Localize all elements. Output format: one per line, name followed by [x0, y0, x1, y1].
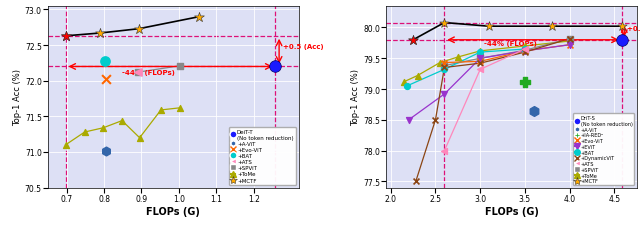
Point: [520, 50, 530, 53]
Point: [520, 50, 530, 53]
Y-axis label: Top-1 Acc (%): Top-1 Acc (%): [351, 69, 360, 126]
Point: [403, 118, 413, 122]
Point: [439, 68, 449, 72]
Point: [79, 131, 90, 134]
Text: -44% (FLOPs): -44% (FLOPs): [122, 69, 175, 75]
Point: [412, 74, 422, 78]
Point: [564, 38, 575, 41]
Point: [439, 65, 449, 68]
Point: [132, 71, 143, 75]
Point: [484, 25, 494, 29]
Point: [520, 45, 530, 49]
Point: [616, 25, 627, 29]
Point: [270, 65, 280, 69]
Text: -44% (FLOPs): -44% (FLOPs): [484, 41, 537, 47]
Point: [430, 118, 440, 122]
Point: [439, 22, 449, 25]
Point: [117, 119, 127, 123]
Point: [402, 85, 412, 88]
Point: [439, 66, 449, 70]
Point: [101, 149, 111, 153]
Legend: DriT-S
(No token reduction), +A-ViT, +IA-RED², +Evo-ViT, +EViT, +BAT, +DynamicVi: DriT-S (No token reduction), +A-ViT, +IA…: [573, 114, 634, 185]
Text: +0.3 (Acc): +0.3 (Acc): [627, 26, 640, 32]
Point: [195, 16, 205, 19]
Point: [435, 61, 445, 65]
Point: [60, 35, 70, 38]
Point: [475, 50, 485, 53]
Point: [175, 106, 185, 110]
Point: [98, 126, 108, 130]
Point: [411, 180, 421, 183]
Point: [95, 32, 106, 36]
Point: [475, 57, 485, 61]
Point: [475, 62, 485, 66]
Point: [134, 28, 144, 31]
Point: [616, 39, 627, 42]
Point: [475, 57, 485, 61]
Point: [100, 60, 110, 63]
Point: [520, 48, 530, 52]
Point: [529, 109, 539, 113]
Point: [564, 40, 575, 44]
Point: [408, 39, 418, 42]
Point: [452, 56, 463, 60]
Point: [439, 93, 449, 96]
Point: [175, 65, 185, 68]
Text: +0.5 (Acc): +0.5 (Acc): [283, 44, 323, 50]
Point: [564, 44, 575, 47]
Point: [132, 71, 143, 75]
Point: [60, 35, 70, 38]
Point: [520, 51, 530, 55]
Point: [547, 25, 557, 29]
Point: [564, 44, 575, 47]
Point: [439, 149, 449, 153]
Point: [60, 143, 70, 147]
Point: [439, 61, 449, 65]
X-axis label: FLOPs (G): FLOPs (G): [147, 206, 200, 216]
Point: [475, 60, 485, 64]
Point: [475, 51, 485, 55]
Point: [520, 49, 530, 53]
Y-axis label: Top-1 Acc (%): Top-1 Acc (%): [13, 69, 22, 126]
Point: [156, 109, 166, 112]
X-axis label: FLOPs (G): FLOPs (G): [484, 206, 538, 216]
Point: [564, 38, 575, 41]
Point: [408, 39, 418, 42]
Point: [101, 78, 111, 82]
Point: [399, 80, 409, 84]
Point: [134, 136, 145, 140]
Point: [520, 48, 530, 52]
Point: [520, 80, 530, 84]
Legend: DeiT-T
(No token reduction), +A-ViT, +Evo-ViT, +BAT, +ATS, +SPViT, +ToMe, +MCTF: DeiT-T (No token reduction), +A-ViT, +Ev…: [228, 127, 296, 185]
Point: [475, 68, 485, 72]
